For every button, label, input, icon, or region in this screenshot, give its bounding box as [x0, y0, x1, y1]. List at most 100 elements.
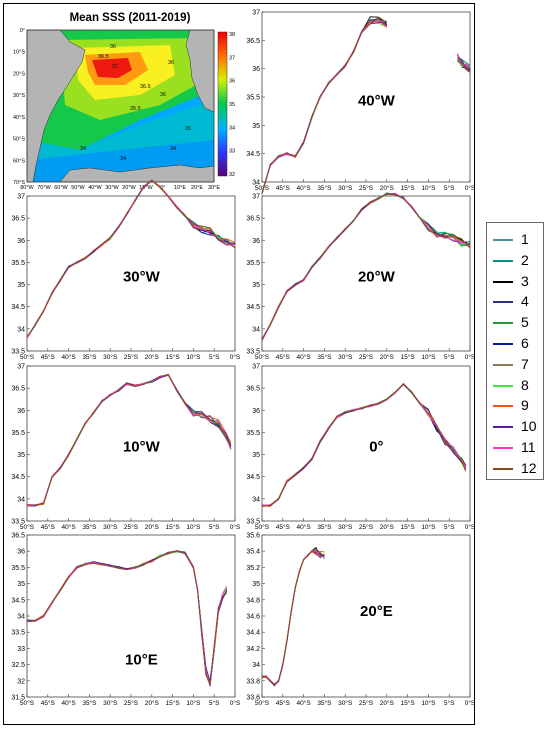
y-tick-label: 36: [17, 408, 25, 415]
x-tick-label: 35°S: [317, 184, 332, 192]
x-tick-label: 45°S: [276, 353, 291, 361]
map-lat-ticks: 0° 10°S 20°S 30°S 40°S 50°S 60°S 70°S: [13, 28, 25, 186]
contour-label: 36: [168, 60, 174, 66]
y-tick-label: 33.5: [11, 349, 25, 356]
y-tick-label: 34.5: [11, 474, 25, 481]
map-lon-tick: 20°W: [122, 185, 136, 191]
y-tick-label: 34.4: [246, 630, 260, 637]
x-tick-label: 25°S: [124, 353, 139, 361]
colorbar-tick: 35: [229, 102, 235, 108]
x-tick-label: 40°S: [297, 699, 312, 707]
legend-swatch: [493, 426, 513, 429]
series-line: [261, 193, 471, 341]
x-tick-label: 20°S: [145, 699, 160, 707]
y-tick-label: 36: [17, 549, 25, 556]
y-tick-label: 35.5: [11, 430, 25, 437]
y-tick-label: 34.5: [11, 597, 25, 604]
legend-swatch: [493, 405, 513, 408]
x-tick-label: 45°S: [41, 353, 56, 361]
y-tick-label: 36.5: [11, 386, 25, 393]
map-lat-tick: 40°S: [13, 115, 25, 121]
y-tick-label: 37: [252, 364, 260, 371]
x-tick-label: 5°S: [444, 184, 455, 192]
map-lon-tick: 10°E: [174, 185, 186, 191]
x-tick-label: 45°S: [276, 184, 291, 192]
map-lon-tick: 40°W: [88, 185, 102, 191]
x-tick-label: 0°S: [230, 523, 241, 531]
x-tick-label: 25°S: [359, 699, 374, 707]
x-tick-label: 20°S: [380, 353, 395, 361]
legend-swatch: [493, 301, 513, 304]
legend-item: 5: [491, 312, 543, 332]
figure-frame: [3, 3, 475, 725]
contour-label: 36: [110, 44, 116, 50]
x-tick-label: 0°S: [465, 184, 476, 192]
panel-longitude-label: 0°: [369, 438, 383, 455]
panel-longitude-label: 10°W: [123, 438, 161, 455]
x-tick-label: 10°S: [421, 184, 436, 192]
x-tick-label: 50°S: [20, 699, 35, 707]
legend-item: 3: [491, 271, 543, 291]
y-tick-label: 36.5: [11, 533, 25, 540]
y-tick-label: 34.8: [246, 597, 260, 604]
chart-panel: 37 36.5 36 35.5 35 34.5 34 33.550°S 45°S 40°S 35°S…: [11, 179, 241, 361]
y-tick-label: 36: [252, 238, 260, 245]
legend-swatch: [493, 447, 513, 449]
colorbar-tick: 32: [229, 172, 235, 178]
x-tick-label: 10°S: [421, 523, 436, 531]
x-tick-label: 45°S: [41, 699, 56, 707]
x-tick-label: 25°S: [359, 523, 374, 531]
x-tick-label: 5°S: [209, 699, 220, 707]
chart-panel: 37 36.5 36 35.5 35 34.5 34 33.550°S 45°S 40°S 35°S…: [246, 364, 476, 532]
x-tick-label: 35°S: [82, 523, 97, 531]
contour-label: 36.5: [98, 54, 109, 60]
x-tick-label: 15°S: [401, 699, 416, 707]
x-tick-label: 0°S: [465, 523, 476, 531]
y-tick-label: 33.5: [11, 630, 25, 637]
y-tick-label: 35.5: [11, 565, 25, 572]
series-line: [261, 383, 467, 507]
map-lat-tick: 70°S: [13, 180, 25, 186]
plot-area: [26, 195, 236, 352]
legend-item: 1: [491, 229, 543, 249]
x-tick-label: 45°S: [41, 523, 56, 531]
x-tick-label: 15°S: [166, 353, 181, 361]
legend-item: 4: [491, 291, 543, 311]
contour-label: 34: [120, 156, 126, 162]
contour-label: 36.5: [140, 84, 151, 90]
y-tick-label: 37: [252, 194, 260, 201]
y-tick-label: 36.5: [246, 386, 260, 393]
y-tick-label: 34: [17, 614, 25, 621]
y-tick-label: 34: [252, 662, 260, 669]
y-tick-label: 32: [17, 678, 25, 685]
legend-label: 8: [521, 376, 529, 393]
map-lon-tick: 30°W: [105, 185, 119, 191]
y-tick-label: 36: [17, 238, 25, 245]
x-tick-label: 50°S: [20, 353, 35, 361]
y-tick-label: 34: [17, 326, 25, 333]
colorbar-tick: 37: [229, 55, 235, 61]
y-tick-label: 37: [17, 364, 25, 371]
legend-swatch: [493, 259, 513, 262]
x-tick-label: 35°S: [82, 699, 97, 707]
y-tick-label: 34: [17, 496, 25, 503]
map-lon-tick: 0°: [160, 185, 165, 191]
sss-map: Mean SSS (2011-2019) 3636.53736.53635.53…: [13, 12, 235, 191]
y-tick-label: 37: [252, 10, 260, 17]
y-tick-label: 35: [252, 581, 260, 588]
legend-swatch: [493, 467, 513, 470]
map-border: [26, 29, 215, 183]
legend-swatch: [493, 280, 513, 283]
legend-label: 5: [521, 314, 529, 331]
legend-item: 10: [491, 416, 543, 436]
plot-area: [26, 534, 236, 698]
y-tick-label: 36.5: [246, 216, 260, 223]
x-tick-label: 20°S: [380, 699, 395, 707]
legend-label: 12: [521, 459, 537, 476]
y-tick-label: 35: [17, 452, 25, 459]
y-tick-label: 35.5: [246, 95, 260, 102]
y-tick-label: 36: [252, 66, 260, 73]
chart-panel: 36.5 36 35.5 35 34.5 34 33.5 33 32.5 32 31.550°S 45…: [11, 533, 241, 708]
x-tick-label: 0°S: [230, 699, 241, 707]
y-tick-label: 33: [17, 646, 25, 653]
